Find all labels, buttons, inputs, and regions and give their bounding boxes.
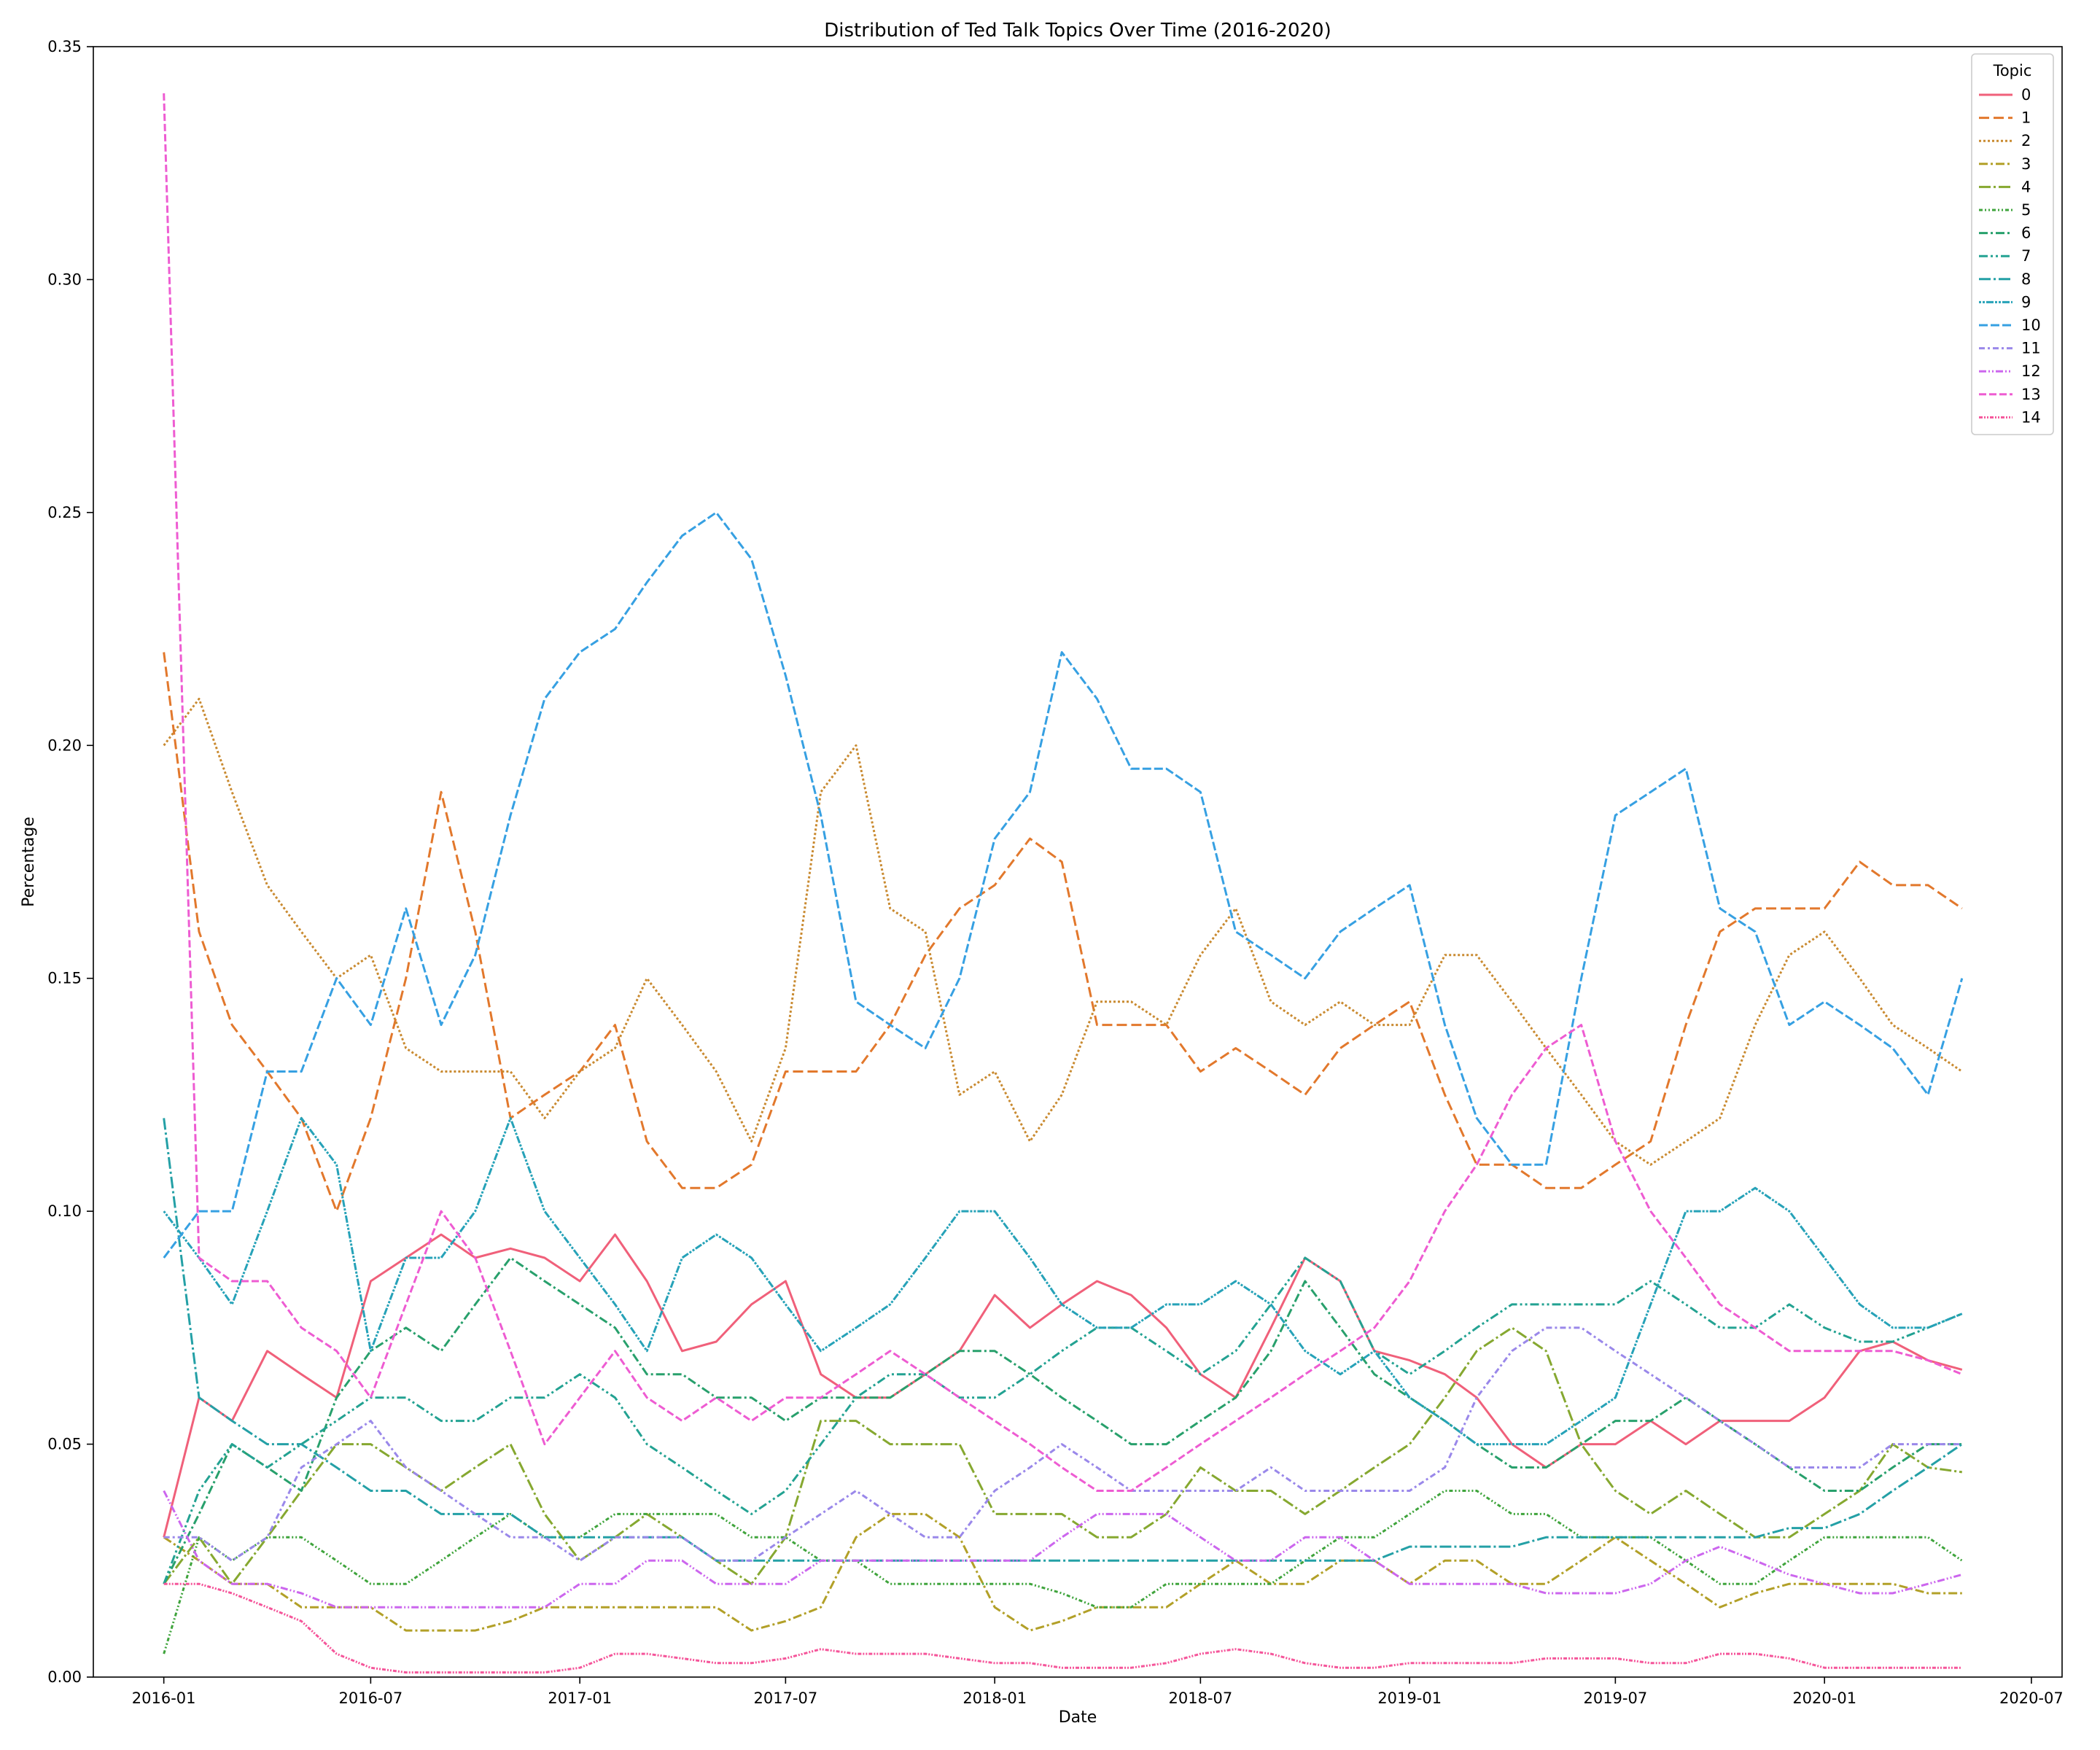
legend-box bbox=[1971, 53, 2054, 435]
series-line-topic-7 bbox=[163, 1256, 1963, 1584]
series-group bbox=[163, 93, 1964, 1674]
series-line-topic-4 bbox=[163, 1326, 1963, 1585]
series-line-topic-12 bbox=[163, 1490, 1963, 1609]
legend-label-topic-6: 6 bbox=[2021, 225, 2031, 242]
y-tick-label: 0.30 bbox=[47, 271, 82, 288]
legend-label-topic-3: 3 bbox=[2021, 155, 2031, 173]
legend-label-topic-13: 13 bbox=[2021, 386, 2041, 403]
x-tick-label: 2019-01 bbox=[1377, 1689, 1442, 1707]
legend-label-topic-12: 12 bbox=[2021, 362, 2041, 380]
legend-label-topic-8: 8 bbox=[2021, 271, 2031, 288]
x-tick-label: 2020-01 bbox=[1792, 1689, 1856, 1707]
legend-label-topic-14: 14 bbox=[2021, 408, 2041, 426]
y-tick-label: 0.15 bbox=[47, 970, 82, 987]
x-tick-label: 2017-07 bbox=[753, 1689, 817, 1707]
series-line-topic-11 bbox=[163, 1326, 1962, 1562]
plot-area-frame bbox=[93, 46, 2063, 1678]
x-tick-label: 2018-07 bbox=[1168, 1689, 1232, 1707]
axes-group: 2016-01 2016-07 2017-01 2017-07 2018-01 2018-… bbox=[47, 38, 2064, 1707]
y-tick-label: 0.00 bbox=[47, 1668, 82, 1686]
y-tick-label: 0.05 bbox=[47, 1436, 82, 1453]
legend-title: Topic bbox=[1993, 62, 2032, 79]
legend-label-topic-7: 7 bbox=[2021, 247, 2031, 265]
series-line-topic-5 bbox=[163, 1490, 1963, 1654]
x-axis-title: Date bbox=[1059, 1708, 1097, 1727]
legend-label-topic-2: 2 bbox=[2021, 132, 2031, 149]
chart-title: Distribution of Ted Talk Topics Over Tim… bbox=[824, 20, 1331, 42]
legend-label-topic-0: 0 bbox=[2021, 86, 2031, 104]
y-tick-label: 0.10 bbox=[47, 1202, 82, 1220]
y-tick-label: 0.20 bbox=[47, 736, 82, 754]
series-line-topic-6 bbox=[163, 1256, 1962, 1584]
x-tick-label: 2019-07 bbox=[1583, 1689, 1647, 1707]
series-line-topic-13 bbox=[163, 93, 1963, 1492]
series-line-topic-1 bbox=[163, 652, 1963, 1213]
legend-label-topic-10: 10 bbox=[2021, 316, 2041, 334]
x-tick-label: 2018-01 bbox=[962, 1689, 1027, 1707]
series-line-topic-10 bbox=[163, 511, 1964, 1259]
y-tick-label: 0.35 bbox=[47, 38, 82, 55]
legend-label-topic-1: 1 bbox=[2021, 109, 2031, 127]
legend-label-topic-11: 11 bbox=[2021, 340, 2041, 357]
legend-label-topic-9: 9 bbox=[2021, 293, 2031, 311]
legend-label-topic-5: 5 bbox=[2021, 201, 2031, 219]
series-line-topic-2 bbox=[163, 697, 1963, 1166]
series-line-topic-14 bbox=[163, 1582, 1962, 1674]
y-axis-title: Percentage bbox=[20, 817, 38, 907]
series-line-topic-9 bbox=[163, 1116, 1963, 1446]
series-line-topic-8 bbox=[163, 1118, 1963, 1562]
x-tick-label: 2017-01 bbox=[548, 1689, 612, 1707]
y-tick-label: 0.25 bbox=[47, 504, 82, 521]
x-tick-label: 2016-01 bbox=[132, 1689, 196, 1707]
legend-label-topic-4: 4 bbox=[2021, 178, 2031, 195]
x-tick-label: 2020-07 bbox=[1999, 1689, 2064, 1707]
x-tick-label: 2016-07 bbox=[338, 1689, 402, 1707]
